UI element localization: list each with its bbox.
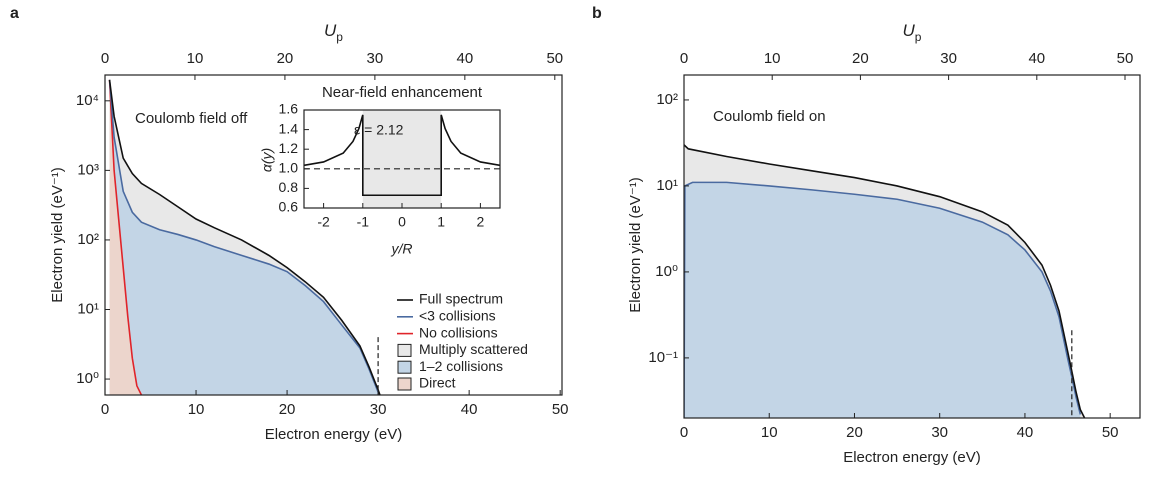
x2-tick-label: 0 (101, 50, 109, 67)
x-axis-label: y/R (391, 241, 413, 257)
x2-axis-label: Up (324, 21, 343, 44)
annotation: Coulomb field on (713, 108, 826, 125)
legend-label: Full spectrum (419, 291, 503, 307)
x-tick-label: 30 (931, 424, 948, 441)
x-tick-label: -1 (357, 214, 370, 230)
y-tick-label: 10¹ (77, 300, 99, 317)
x-tick-label: 20 (846, 424, 863, 441)
x2-tick-label: 50 (546, 50, 563, 67)
legend-label: <3 collisions (419, 308, 496, 324)
line (108, 79, 381, 395)
plot-frame (683, 74, 1141, 419)
x2-tick-label: 50 (1117, 50, 1134, 67)
x2-axis-label-main: U (903, 21, 916, 40)
y-tick-label: 10⁴ (76, 92, 99, 109)
x2-tick-label: 20 (852, 50, 869, 67)
y-axis-label: Electron yield (eV⁻¹) (627, 177, 644, 312)
shaded-region (362, 110, 442, 208)
line (304, 114, 500, 197)
y-tick-label: 1.4 (279, 120, 299, 136)
legend-label: Direct (419, 375, 456, 391)
legend-label: Multiply scattered (419, 341, 528, 357)
x2-tick-label: 0 (680, 50, 688, 67)
x-tick-label: 2 (477, 214, 485, 230)
annotation: Coulomb field off (135, 110, 248, 127)
x2-axis-label: Up (903, 21, 922, 44)
y-tick-label: 10⁰ (76, 370, 99, 387)
y-tick-label: 10³ (77, 161, 99, 178)
annotation: ε = 2.12 (354, 122, 404, 138)
area (684, 182, 1081, 418)
x2-tick-label: 30 (940, 50, 957, 67)
y-tick-label: 10⁰ (655, 263, 678, 280)
legend-swatch (397, 360, 412, 374)
y-tick-label: 1.2 (279, 140, 299, 156)
y-tick-label: 1.6 (279, 101, 299, 117)
y-tick-label: 10⁻¹ (648, 349, 678, 366)
x2-tick-label: 20 (277, 50, 294, 67)
inset-title: Near-field enhancement (322, 84, 483, 101)
x-tick-label: 30 (370, 401, 387, 418)
y-tick-label: 0.8 (279, 179, 299, 195)
plot-area (304, 110, 500, 208)
line (108, 79, 143, 395)
y-axis-label: α(y) (259, 148, 275, 172)
area (109, 79, 142, 395)
legend-swatch (397, 377, 412, 391)
plot-area (108, 79, 388, 395)
x-tick-label: 40 (461, 401, 478, 418)
x-tick-label: 0 (680, 424, 688, 441)
x2-tick-label: 10 (764, 50, 781, 67)
x2-axis-label-sub: p (915, 30, 922, 44)
legend-label: 1–2 collisions (419, 358, 503, 374)
x-tick-label: -2 (317, 214, 330, 230)
chart-panel: 0 10 20 30 40 500 10 20 30 40 5010⁰10¹10²10³10⁴Ele… (10, 5, 569, 443)
x-tick-label: 0 (101, 401, 109, 418)
x2-axis-label-main: U (324, 21, 337, 40)
y-tick-label: 0.6 (279, 199, 299, 215)
x2-tick-label: 30 (367, 50, 384, 67)
x-tick-label: 0 (398, 214, 406, 230)
chart-panel: 0 10 20 30 40 50 0 10 20 30 40 50 10⁻¹ 10⁰ 10¹ 10² Elect… (592, 5, 1141, 466)
x2-axis-label-sub: p (336, 30, 343, 44)
legend-swatch (397, 343, 412, 357)
chart-panel: -2 -1 0 1 2 0.6 0.8 1.0 1.2 1.4 1.6 y/R α(y) Near-fie… (259, 84, 501, 257)
plot-frame (104, 74, 563, 396)
x-tick-label: 10 (188, 401, 205, 418)
area (109, 79, 388, 395)
x-tick-label: 40 (1017, 424, 1034, 441)
x2-tick-label: 40 (456, 50, 473, 67)
x-tick-label: 50 (1102, 424, 1119, 441)
x-tick-label: 1 (437, 214, 445, 230)
panel-label: a (10, 5, 19, 22)
line (684, 181, 1082, 418)
panel-label: b (592, 5, 602, 22)
x-tick-label: 50 (552, 401, 569, 418)
y-tick-label: 10² (77, 231, 99, 248)
y-tick-label: 10² (656, 91, 678, 108)
x-tick-label: 10 (761, 424, 778, 441)
y-tick-label: 10¹ (656, 177, 678, 194)
x-axis-label: Electron energy (eV) (265, 426, 403, 443)
x-tick-label: 20 (279, 401, 296, 418)
y-tick-label: 1.0 (279, 160, 299, 176)
x-axis-label: Electron energy (eV) (843, 449, 981, 466)
line (108, 79, 381, 395)
x2-tick-label: 10 (187, 50, 204, 67)
x2-tick-label: 40 (1028, 50, 1045, 67)
plot-area (684, 144, 1086, 418)
legend-label: No collisions (419, 324, 498, 340)
y-axis-label: Electron yield (eV⁻¹) (49, 167, 66, 302)
